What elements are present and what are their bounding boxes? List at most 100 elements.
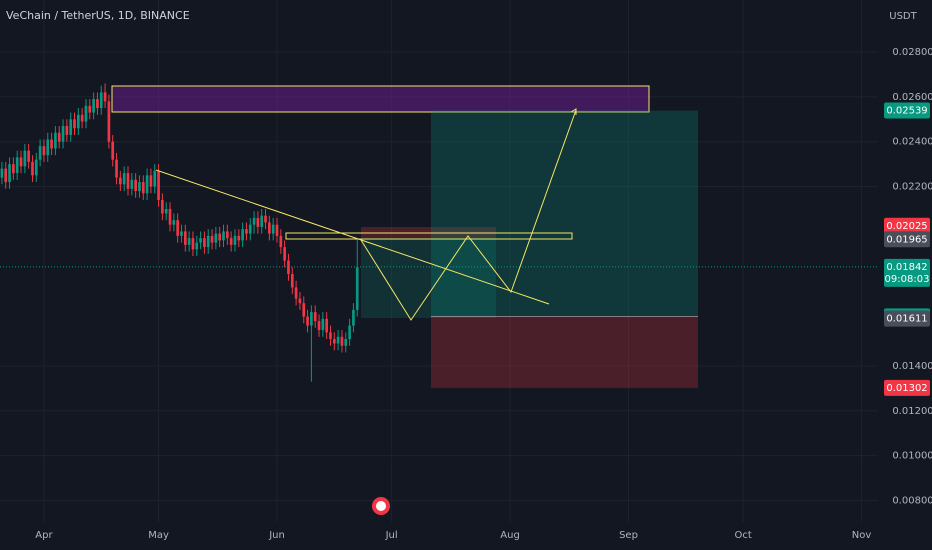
x-tick-label: Aug (500, 530, 520, 541)
candle-body (0, 168, 4, 178)
candle-body (19, 157, 23, 167)
candle-body (283, 247, 286, 261)
candle-body (248, 224, 252, 234)
price-tag-label: 0.02539 (886, 106, 927, 117)
candle-body (134, 179, 137, 192)
candle-body (38, 146, 42, 160)
candle-body (145, 175, 149, 194)
x-tick-label: Oct (734, 530, 751, 541)
price-tag-label: 0.01842 (886, 262, 927, 273)
candle-body (229, 238, 233, 245)
candle-body (176, 220, 180, 236)
x-tick-label: Jul (385, 530, 398, 541)
candle-body (252, 217, 256, 225)
candle-body (119, 177, 122, 185)
candle-body (268, 222, 271, 234)
candle-body (340, 336, 344, 346)
candle-body (31, 161, 34, 176)
candle-body (237, 235, 241, 241)
candle-body (172, 220, 176, 225)
candle-body (126, 173, 130, 189)
candle-body (88, 105, 92, 113)
price-countdown: 09:08:03 (885, 274, 930, 285)
price-tag (884, 102, 930, 119)
candle-body (321, 318, 325, 331)
candle-body (203, 238, 206, 248)
unit-label: USDT (889, 11, 917, 22)
candle-body (225, 231, 229, 239)
candle-body (275, 224, 279, 236)
candle-body (264, 215, 267, 223)
candle-body (69, 119, 73, 135)
candle-body (317, 321, 321, 331)
price-tag (884, 379, 930, 396)
candle-body (107, 101, 111, 142)
price-tag-label: 0.01611 (886, 314, 927, 325)
x-tick-label: Sep (619, 530, 638, 541)
event-marker-core (376, 501, 386, 511)
candle-body (279, 235, 283, 248)
resistance-box (285, 232, 573, 240)
candle-body (96, 99, 99, 109)
candle-body (294, 287, 298, 299)
price-tag (884, 258, 930, 287)
candle-body (290, 274, 294, 288)
candle-body (15, 157, 19, 174)
candle-body (199, 238, 202, 243)
candle-body (352, 309, 355, 326)
supply-zone (111, 85, 650, 113)
candle-body (191, 238, 195, 250)
candle-body (157, 170, 160, 201)
candle-body (46, 139, 50, 156)
candle-body (115, 159, 118, 178)
candle-body (313, 312, 317, 322)
target-zone (431, 110, 698, 317)
candle-body (206, 235, 210, 248)
candle-body (310, 312, 313, 326)
candle-body (23, 150, 27, 167)
candle-body (138, 182, 141, 192)
price-tag (884, 217, 930, 234)
candle-body (218, 233, 222, 241)
y-tick-label: 0.02800 (892, 47, 932, 58)
x-tick-label: Jun (268, 530, 285, 541)
drawings (111, 85, 698, 388)
candle-body (42, 146, 46, 156)
candle-body (130, 179, 134, 189)
candle-body (348, 325, 351, 340)
candle-body (241, 229, 244, 241)
candle-body (168, 208, 172, 225)
y-tick-label: 0.02200 (892, 182, 932, 193)
candle-body (214, 233, 218, 243)
y-tick-label: 0.01200 (892, 406, 932, 417)
candle-body (8, 164, 11, 183)
stop-zone (431, 316, 698, 388)
x-tick-label: May (148, 530, 169, 541)
candle-body (306, 316, 309, 326)
candle-body (271, 224, 275, 234)
candle-body (57, 132, 61, 142)
candle-body (233, 235, 237, 245)
candle-body (187, 238, 191, 245)
candle-body (355, 267, 359, 310)
candle-body (103, 92, 107, 102)
candle-body (65, 126, 69, 135)
candle-body (27, 150, 30, 162)
candle-body (73, 119, 76, 129)
price-tag-label: 0.01302 (886, 383, 927, 394)
axes: 0.02800 0.02600 0.02400 0.02200 0.01400 0.012… (35, 47, 932, 541)
candle-body (76, 114, 80, 129)
y-tick-label: 0.01400 (892, 361, 932, 372)
candle-body (302, 303, 306, 317)
y-tick-label: 0.02400 (892, 137, 932, 148)
price-tag-label: 0.01965 (886, 234, 927, 245)
candle-body (210, 235, 214, 243)
candle-body (153, 170, 157, 187)
candle-body (161, 200, 164, 214)
x-tick-label: Nov (852, 530, 872, 541)
candle-body (287, 260, 290, 275)
candle-body (298, 298, 302, 304)
candle-body (332, 339, 336, 344)
